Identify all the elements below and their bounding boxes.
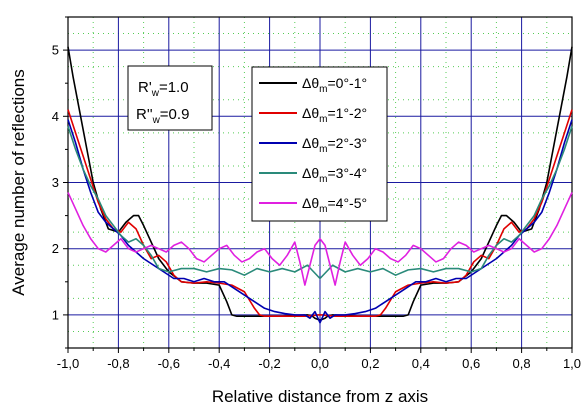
legend-label-1: Δθm=0°-1° [302,75,367,95]
legend-label-5: Δθm=4°-5° [302,195,367,215]
series-layer [67,46,573,324]
legend: Δθm=0°-1° Δθm=1°-2° Δθm=2°-3° Δθm=3°-4° Δθm=… [251,66,388,222]
series-line-3 [67,119,573,324]
x-axis-title: Relative distance from z axis [212,387,428,406]
x-tick-label: 0,8 [513,356,531,371]
param-rw-prime: R'w=1.0 [138,79,189,99]
y-axis-title: Average number of reflections [9,69,28,295]
x-tick-label: 0,0 [311,356,329,371]
legend-label-3: Δθm=2°-3° [302,135,367,155]
x-tick-label: 1,0 [563,356,581,371]
series-line-1 [67,46,573,322]
legend-label-4: Δθm=3°-4° [302,165,367,185]
x-tick-label: 0,6 [462,356,480,371]
x-tick-label: 0,4 [412,356,430,371]
y-tick-label: 3 [52,175,59,190]
y-tick-label: 1 [52,307,59,322]
series-line-5 [67,192,573,286]
parameters-annotation: R'w=1.0 R''w=0.9 [127,65,213,131]
x-tick-label: -0,6 [158,356,180,371]
x-tick-label: -1,0 [57,356,79,371]
axis-ticks [63,16,573,353]
x-tick-label: 0,2 [361,356,379,371]
series-line-2 [67,109,573,318]
series-line-4 [67,125,573,280]
y-tick-label: 2 [52,241,59,256]
x-tick-label: -0,2 [258,356,280,371]
y-tick-label: 4 [52,109,59,124]
legend-label-2: Δθm=1°-2° [302,105,367,125]
y-tick-label: 5 [52,43,59,58]
tick-labels: -1,0 -0,8 -0,6 -0,4 -0,2 0,0 0,2 0,4 0,6 0,8 1,0 1 2… [52,43,581,371]
x-tick-label: -0,8 [107,356,129,371]
param-rw-double-prime: R''w=0.9 [136,106,189,126]
x-tick-label: -0,4 [208,356,230,371]
